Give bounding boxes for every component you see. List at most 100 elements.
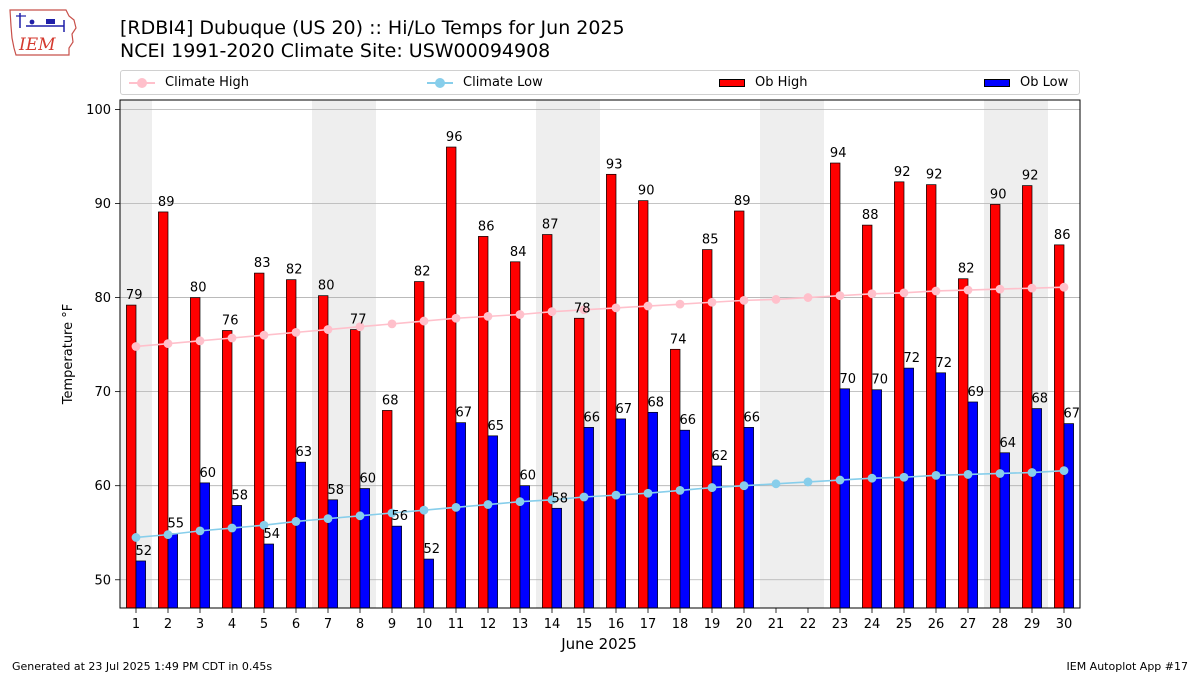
ob-high-value-label: 90: [638, 184, 655, 199]
ob-low-swatch-icon: [984, 78, 1010, 87]
ob-high-value-label: 68: [382, 393, 399, 408]
climate-high-point: [355, 322, 365, 332]
climate-low-point: [419, 505, 429, 515]
climate-high-point: [163, 339, 173, 349]
climate-low-point: [707, 483, 717, 492]
iowa-state-logo-icon: IEM: [9, 9, 77, 56]
chart-legend: Climate High Climate Low Ob High Ob Low: [120, 70, 1080, 95]
ob-high-value-label: 89: [734, 194, 751, 209]
x-tick-label: 9: [388, 617, 396, 632]
ob-low-value-label: 67: [456, 406, 473, 421]
legend-label: Climate Low: [463, 75, 543, 90]
ob-high-value-label: 89: [158, 195, 175, 210]
y-tick-label: 50: [94, 573, 111, 588]
x-tick-label: 17: [640, 617, 657, 632]
climate-high-line-icon: [129, 77, 155, 88]
ob-low-bar: [551, 507, 562, 609]
ob-low-bar: [967, 401, 978, 609]
x-tick-label: 10: [416, 617, 433, 632]
ob-low-value-label: 68: [648, 395, 665, 410]
climate-low-point: [323, 514, 333, 524]
climate-low-point: [963, 470, 973, 479]
ob-low-value-label: 56: [392, 509, 409, 524]
ob-low-bar: [583, 427, 594, 609]
ob-high-bar: [990, 204, 1001, 609]
ob-high-value-label: 82: [414, 265, 431, 280]
x-tick-label: 7: [324, 617, 332, 632]
ob-low-bar: [295, 461, 306, 609]
ob-high-bar: [222, 330, 233, 609]
climate-high-point: [1027, 283, 1037, 293]
ob-low-value-label: 66: [680, 413, 697, 428]
ob-low-value-label: 62: [712, 449, 729, 464]
ob-low-value-label: 55: [168, 517, 185, 532]
ob-low-bar: [135, 560, 146, 609]
climate-high-point: [835, 291, 845, 301]
climate-high-point: [259, 330, 269, 340]
ob-high-value-label: 86: [1054, 228, 1071, 243]
legend-item-climate-high: Climate High: [129, 71, 249, 94]
ob-high-bar: [446, 146, 457, 609]
ob-high-value-label: 74: [670, 332, 687, 347]
climate-high-point: [387, 319, 397, 329]
x-tick-label: 24: [864, 617, 881, 632]
ob-low-bar: [455, 422, 466, 609]
climate-low-point: [387, 508, 397, 518]
ob-low-bar: [1031, 408, 1042, 609]
climate-high-point: [707, 297, 717, 307]
x-tick-label: 26: [928, 617, 945, 632]
x-tick-label: 4: [228, 617, 236, 632]
ob-high-bar: [574, 317, 585, 609]
climate-high-point: [931, 286, 941, 296]
ob-high-swatch-icon: [719, 78, 745, 87]
ob-low-value-label: 60: [200, 466, 217, 481]
ob-low-bar: [199, 482, 210, 609]
climate-low-point: [547, 495, 557, 505]
ob-high-value-label: 80: [318, 279, 335, 294]
ob-low-bar: [1063, 423, 1074, 609]
ob-high-value-label: 92: [1022, 169, 1039, 184]
climate-high-point: [995, 284, 1005, 294]
y-tick-label: 80: [94, 291, 111, 306]
climate-low-point: [739, 481, 749, 491]
climate-high-point: [579, 305, 589, 315]
climate-low-line: [135, 469, 1065, 539]
climate-high-point: [899, 288, 909, 298]
footer-app-text: IEM Autoplot App #17: [1066, 660, 1189, 673]
x-tick-label: 8: [356, 617, 364, 632]
ob-high-bar: [158, 211, 169, 609]
legend-label: Ob Low: [1020, 75, 1069, 90]
climate-low-point: [291, 517, 301, 526]
ob-high-value-label: 82: [286, 263, 303, 278]
x-axis-label: June 2025: [560, 635, 637, 653]
ob-low-value-label: 65: [488, 419, 505, 434]
climate-high-point: [675, 299, 685, 309]
ob-low-bar: [167, 533, 178, 609]
logo-text: IEM: [18, 35, 56, 55]
climate-high-point: [611, 303, 621, 313]
x-tick-label: 29: [1024, 617, 1041, 632]
ob-high-value-label: 77: [350, 313, 367, 328]
ob-high-bar: [606, 173, 617, 609]
x-tick-label: 2: [164, 617, 172, 632]
chart-title: [RDBI4] Dubuque (US 20) :: Hi/Lo Temps f…: [120, 17, 625, 39]
y-tick-label: 90: [94, 197, 111, 212]
climate-low-point: [1027, 468, 1037, 477]
climate-high-point: [643, 301, 653, 311]
ob-low-value-label: 70: [840, 372, 857, 387]
ob-high-value-label: 88: [862, 208, 879, 223]
ob-high-value-label: 94: [830, 146, 847, 161]
x-tick-label: 11: [448, 617, 465, 632]
y-tick-label: 60: [94, 479, 111, 494]
ob-high-value-label: 80: [190, 281, 207, 296]
ob-low-bar: [423, 558, 434, 609]
ob-high-value-label: 84: [510, 245, 527, 260]
climate-low-point: [259, 520, 269, 530]
climate-high-point: [483, 311, 493, 321]
climate-high-point: [803, 293, 813, 302]
climate-high-point: [867, 289, 877, 299]
legend-label: Ob High: [755, 75, 808, 90]
climate-low-point: [931, 470, 941, 480]
climate-high-point: [1059, 282, 1069, 292]
